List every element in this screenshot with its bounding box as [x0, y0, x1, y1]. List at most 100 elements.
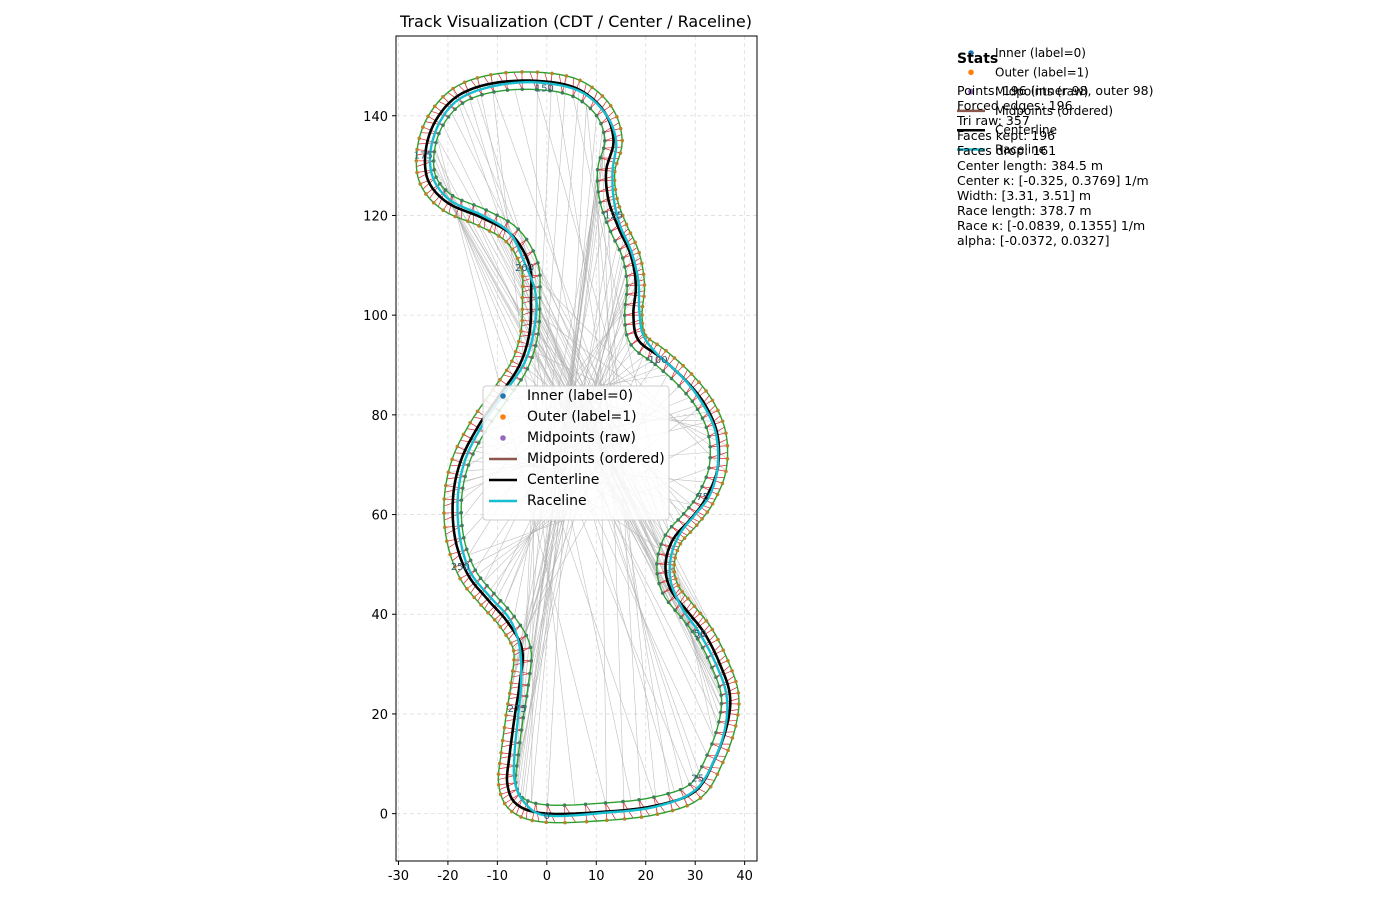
outer-point: [615, 196, 619, 201]
inner-point: [536, 332, 540, 336]
legend-label: Outer (label=1): [527, 409, 637, 425]
x-tick-label: 10: [588, 869, 605, 884]
outer-point: [628, 231, 633, 235]
x-axis: -30 -20 -10 0 10 20 30 40: [388, 861, 753, 884]
inner-point: [705, 753, 709, 757]
stats-line: alpha: [-0.0372, 0.0327]: [957, 233, 1110, 248]
inner-point: [466, 463, 471, 467]
outer-point: [424, 192, 428, 196]
outer-point: [530, 818, 535, 823]
inner-point: [480, 92, 484, 97]
inner-point: [688, 782, 692, 787]
outer-point: [443, 525, 447, 530]
outer-point: [519, 265, 524, 270]
stats-line: Tri raw: 357: [956, 113, 1030, 128]
outer-point: [689, 372, 694, 376]
inner-point: [512, 614, 517, 619]
outer-point: [520, 318, 524, 323]
legend-label: Centerline: [527, 472, 599, 488]
outer-point: [489, 72, 493, 77]
outer-point: [633, 240, 637, 245]
y-tick-label: 80: [371, 409, 388, 424]
outer-point: [730, 736, 735, 740]
index-label: 50: [694, 629, 707, 640]
outer-point: [672, 356, 677, 360]
inner-point: [645, 357, 650, 361]
raceline: [428, 80, 729, 818]
legend-marker: [500, 414, 506, 420]
outer-point: [680, 589, 684, 594]
outer-point: [504, 368, 509, 373]
inner-point: [621, 799, 625, 804]
outer-point: [514, 349, 518, 354]
outer-point: [442, 511, 446, 515]
inner-point: [530, 355, 534, 360]
outer-point: [443, 483, 448, 488]
outer-point: [441, 208, 446, 213]
outer-point: [497, 234, 501, 238]
inner-point: [710, 665, 714, 670]
outer-point: [734, 679, 738, 684]
inner-point: [669, 376, 674, 381]
legend-label: Inner (label=0): [527, 388, 633, 404]
inner-point: [469, 96, 474, 101]
outer-point: [510, 359, 514, 363]
outer-point: [676, 583, 681, 588]
outer-point: [475, 409, 480, 414]
legend-label: Raceline: [995, 143, 1046, 157]
inner-point: [476, 441, 481, 445]
inner-point: [601, 210, 605, 215]
index-label: 250: [451, 562, 470, 573]
inner-point: [679, 615, 683, 620]
inner-point: [450, 193, 455, 198]
outer-point: [724, 469, 728, 474]
outer-point: [515, 256, 520, 261]
inner-point: [598, 200, 603, 205]
y-tick-label: 120: [363, 209, 388, 224]
outer-point: [452, 565, 457, 569]
outer-point: [509, 681, 513, 685]
inner-point: [537, 295, 542, 300]
inner-point: [608, 229, 613, 234]
inner-point: [463, 474, 467, 479]
inner-point: [707, 466, 711, 470]
outer-point: [670, 808, 675, 813]
outer-point: [415, 147, 419, 152]
outer-point: [504, 633, 508, 637]
inner-point: [505, 606, 510, 610]
inner-point: [624, 292, 629, 297]
inner-point: [708, 455, 712, 460]
triangulation-edge: [451, 112, 713, 630]
x-tick-label: 40: [736, 869, 753, 884]
inner-point: [595, 179, 600, 183]
inner-point: [705, 655, 710, 660]
outer-point: [618, 151, 623, 155]
inner-point: [432, 168, 436, 172]
inner-point: [673, 608, 677, 612]
inner-point: [441, 123, 445, 127]
inner-point: [468, 558, 473, 563]
inner-point: [598, 156, 603, 160]
outer-point: [710, 502, 715, 506]
stats-line: Race κ: [-0.0839, 0.1355] 1/m: [957, 218, 1145, 233]
outer-point: [499, 750, 503, 755]
inner-point: [443, 188, 448, 192]
inner-point: [594, 114, 599, 118]
inner-point: [562, 803, 567, 808]
inner-point: [437, 131, 441, 136]
inner-point: [695, 493, 700, 498]
outer-point: [487, 229, 492, 233]
inner-point: [460, 198, 464, 203]
legend-label: Midpoints (raw): [995, 85, 1088, 99]
triangulation-edge: [437, 137, 707, 621]
inner-point: [446, 115, 451, 119]
legend-box: [482, 385, 670, 521]
outer-point: [520, 274, 525, 279]
inner-point: [652, 795, 656, 799]
outer-point: [622, 817, 627, 821]
inner-point: [624, 332, 629, 337]
outer-point: [520, 70, 524, 74]
inner-point: [464, 547, 469, 552]
stats-title: Stats: [957, 51, 998, 67]
inner-point: [473, 568, 478, 572]
